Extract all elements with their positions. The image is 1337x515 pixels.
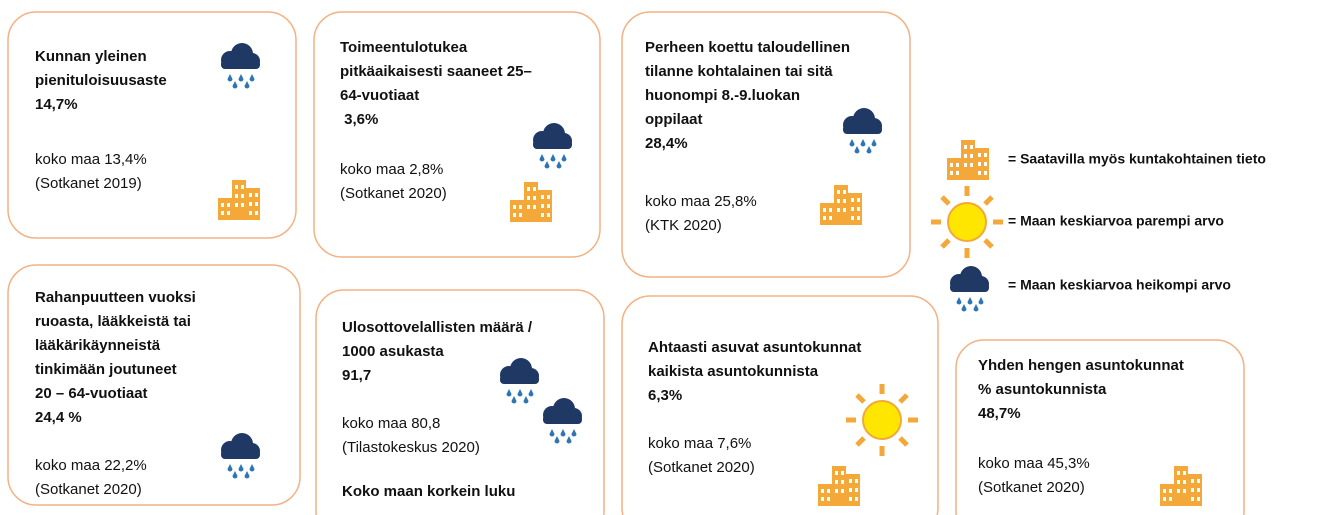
card-source: (Sotkanet 2020) bbox=[648, 459, 755, 476]
legend-label: = Maan keskiarvoa heikompi arvo bbox=[1008, 277, 1231, 293]
card-title-line: pitkäaikaisesti saaneet 25– bbox=[340, 63, 532, 80]
card bbox=[955, 339, 1245, 515]
card-source: (Sotkanet 2020) bbox=[978, 479, 1085, 496]
card-title-line: pienituloisuusaste bbox=[35, 72, 167, 89]
card-title-line: Yhden hengen asuntokunnat bbox=[978, 357, 1184, 374]
card-title-line: ruoasta, lääkkeistä tai bbox=[35, 313, 191, 330]
card-title-line: Ahtaasti asuvat asuntokunnat bbox=[648, 339, 861, 356]
card-title-line: Perheen koettu taloudellinen bbox=[645, 39, 850, 56]
card-source: (Sotkanet 2019) bbox=[35, 175, 142, 192]
card-title-line: % asuntokunnista bbox=[978, 381, 1107, 398]
card-title-line: lääkärikäynneistä bbox=[35, 337, 161, 354]
card-source: (Sotkanet 2020) bbox=[340, 185, 447, 202]
card-title-line: Kunnan yleinen bbox=[35, 48, 147, 65]
card-source: (KTK 2020) bbox=[645, 217, 722, 234]
card-title-line: tinkimään joutuneet bbox=[35, 361, 177, 378]
card-title-line: Ulosottovelallisten määrä / bbox=[342, 319, 533, 336]
card bbox=[315, 289, 605, 515]
card-value: 14,7% bbox=[35, 96, 78, 113]
card-title-line: 20 – 64-vuotiaat bbox=[35, 385, 148, 402]
card-value: 6,3% bbox=[648, 387, 682, 404]
card-value: 48,7% bbox=[978, 405, 1021, 422]
card-note: Koko maan korkein luku bbox=[342, 483, 515, 500]
card-comparison: koko maa 7,6% bbox=[648, 435, 751, 452]
card-title-line: Rahanpuutteen vuoksi bbox=[35, 289, 196, 306]
legend-label: = Maan keskiarvoa parempi arvo bbox=[1008, 213, 1224, 229]
card-value: 3,6% bbox=[340, 111, 378, 128]
card-comparison: koko maa 25,8% bbox=[645, 193, 757, 210]
card-comparison: koko maa 45,3% bbox=[978, 455, 1090, 472]
card-title-line: tilanne kohtalainen tai sitä bbox=[645, 63, 833, 80]
card-title-line: Toimeentulotukea bbox=[340, 39, 468, 56]
card-value: 28,4% bbox=[645, 135, 688, 152]
card-title-line: kaikista asuntokunnista bbox=[648, 363, 819, 380]
card-source: (Tilastokeskus 2020) bbox=[342, 439, 480, 456]
card-title-line: 64-vuotiaat bbox=[340, 87, 419, 104]
legend-rain-icon bbox=[950, 266, 989, 312]
legend-bldg-icon bbox=[947, 140, 989, 180]
card-comparison: koko maa 13,4% bbox=[35, 151, 147, 168]
card-value: 91,7 bbox=[342, 367, 371, 384]
card-title-line: 1000 asukasta bbox=[342, 343, 444, 360]
card-comparison: koko maa 22,2% bbox=[35, 457, 147, 474]
legend-label: = Saatavilla myös kuntakohtainen tieto bbox=[1008, 151, 1266, 167]
legend-sun-icon bbox=[931, 186, 1003, 258]
card-value: 24,4 % bbox=[35, 409, 82, 426]
card bbox=[621, 295, 939, 515]
card-comparison: koko maa 80,8 bbox=[342, 415, 440, 432]
card-source: (Sotkanet 2020) bbox=[35, 481, 142, 498]
card-title-line: oppilaat bbox=[645, 111, 703, 128]
card-title-line: huonompi 8.-9.luokan bbox=[645, 87, 800, 104]
card-comparison: koko maa 2,8% bbox=[340, 161, 443, 178]
